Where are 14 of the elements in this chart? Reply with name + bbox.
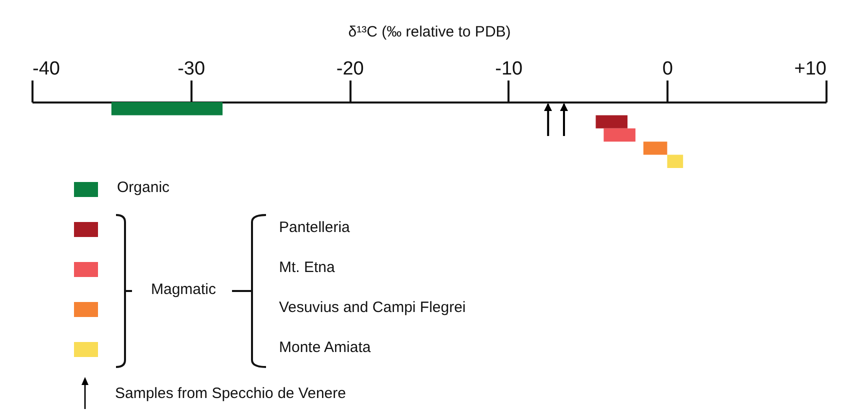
text: Pantelleria <box>279 219 350 236</box>
x-tick-label: -30 <box>178 58 206 80</box>
legend-label: Samples from Specchio de Venere <box>115 385 346 402</box>
text: Mt. Etna <box>279 259 335 276</box>
text: Monte Amiata <box>279 339 371 356</box>
text: Vesuvius and Campi Flegrei <box>279 299 466 316</box>
x-tick-label: +10 <box>794 58 826 80</box>
x-tick-label: -10 <box>495 58 523 80</box>
text: Magmatic <box>151 281 216 298</box>
x-tick-label: 0 <box>662 58 673 80</box>
x-tick-label: -40 <box>32 58 60 80</box>
x-tick-label: -20 <box>336 58 364 80</box>
x-axis-title: δ¹³C (‰ relative to PDB) <box>348 24 511 40</box>
text: Organic <box>117 179 170 196</box>
